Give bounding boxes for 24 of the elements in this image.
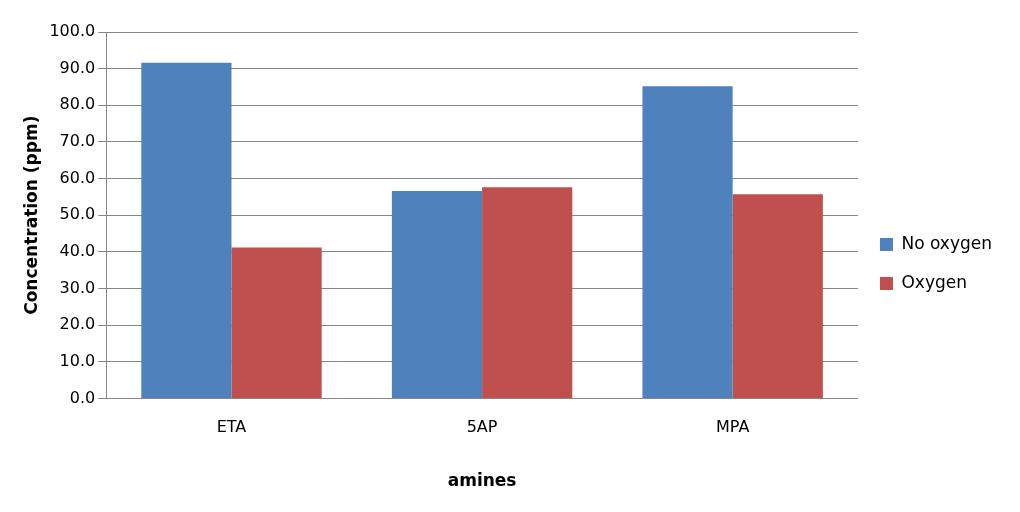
y-tick-label: 90.0 — [59, 57, 96, 77]
y-axis-title: Concentration (ppm) — [20, 115, 41, 315]
y-tick-label: 60.0 — [59, 167, 96, 187]
bar — [141, 62, 232, 398]
bar — [391, 191, 483, 398]
x-axis-title: amines — [447, 470, 517, 491]
bar — [732, 194, 823, 398]
x-tick-label: 5AP — [466, 417, 498, 437]
y-tick-label: 0.0 — [69, 387, 96, 407]
bar — [231, 247, 322, 398]
x-tick-label: ETA — [216, 417, 247, 437]
bar — [482, 187, 573, 398]
y-tick-label: 70.0 — [59, 131, 96, 151]
y-tick-label: 10.0 — [59, 350, 96, 370]
y-tick-label: 30.0 — [59, 277, 96, 297]
y-tick-label: 20.0 — [59, 314, 96, 334]
y-tick-label: 80.0 — [59, 94, 96, 114]
legend-label: Oxygen — [901, 271, 967, 292]
x-tick-label: MPA — [715, 417, 750, 437]
legend-label: No oxygen — [901, 232, 992, 253]
y-tick-label: 40.0 — [59, 241, 96, 260]
y-tick-label: 50.0 — [59, 204, 96, 224]
bar — [642, 86, 733, 398]
y-tick-label: 100.0 — [49, 21, 96, 41]
